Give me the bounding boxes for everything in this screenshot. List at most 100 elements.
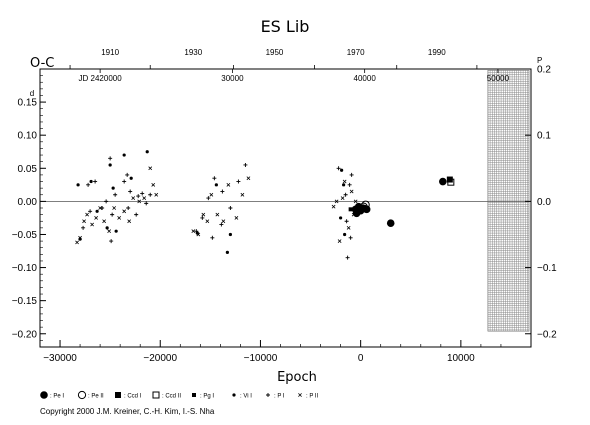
data-point (104, 199, 109, 204)
data-point (77, 390, 87, 400)
legend-label: : Pg I (200, 394, 214, 400)
data-point (214, 183, 218, 187)
data-point (81, 225, 86, 230)
data-point (439, 177, 447, 186)
year-label: 1930 (184, 48, 202, 57)
data-point (94, 216, 98, 220)
y-tick-label: −0.05 (12, 230, 38, 241)
data-point (107, 229, 112, 234)
y-tick-label: −0.15 (12, 296, 38, 307)
data-point (201, 212, 206, 217)
data-point (344, 219, 349, 224)
data-point (86, 182, 91, 187)
chart-title: ES Lib (261, 17, 310, 36)
data-point (212, 176, 217, 181)
data-point (215, 212, 220, 217)
legend-label: : Ccd II (162, 394, 181, 400)
y-tick-label: −0.10 (12, 263, 38, 274)
data-point (349, 172, 354, 177)
data-point (114, 229, 118, 233)
data-point (228, 206, 233, 210)
data-point (210, 235, 215, 240)
series-p-ii (75, 166, 358, 245)
legend-label: : Pe II (88, 394, 104, 400)
series-pe-i (351, 177, 447, 228)
copyright-text: Copyright 2000 J.M. Kreiner, C.-H. Kim, … (40, 407, 215, 416)
legend-item: : P I (266, 393, 285, 400)
data-point (232, 393, 236, 397)
data-point (243, 162, 248, 167)
data-point (89, 179, 93, 184)
data-point (75, 240, 79, 245)
data-point (145, 150, 149, 154)
legend-label: : Pe I (50, 394, 64, 400)
data-point (129, 176, 133, 180)
x-axis-label: Epoch (277, 370, 317, 385)
data-point (85, 212, 89, 217)
data-point (348, 207, 353, 212)
data-point (117, 216, 122, 220)
data-point (98, 206, 103, 210)
data-point (115, 392, 121, 398)
data-point (240, 192, 245, 197)
series-pg-i (348, 207, 353, 212)
data-point (128, 189, 133, 194)
data-point (82, 219, 86, 224)
data-point (195, 231, 199, 235)
data-point (148, 166, 153, 171)
data-point (76, 183, 80, 187)
data-point (122, 153, 126, 157)
legend-item: : Pe II (77, 390, 104, 400)
data-point (88, 209, 93, 214)
y-unit-mark: d (30, 89, 34, 98)
legend-item: : Vi I (232, 393, 252, 400)
data-point (131, 196, 136, 200)
data-point (90, 222, 94, 227)
data-point (342, 183, 346, 187)
x-tick-label: 10000 (447, 353, 475, 364)
data-point (154, 192, 159, 197)
hatched-region (487, 70, 530, 332)
data-point (225, 250, 229, 254)
data-point (93, 179, 98, 184)
y-right-tick-label: 0.1 (537, 131, 551, 142)
jd-label: 40000 (354, 74, 377, 83)
jd-label: 50000 (487, 74, 510, 83)
y-tick-label: 0.10 (18, 131, 38, 142)
data-point (126, 206, 131, 210)
hatched-region-frame (487, 70, 530, 332)
legend-item: : Ccd II (152, 391, 181, 400)
x-tick-label: −20000 (143, 353, 177, 364)
y-axis-label: O-C (30, 56, 54, 71)
year-label: 1950 (266, 48, 284, 57)
data-point (348, 235, 353, 240)
data-point (336, 166, 341, 171)
legend-label: : Ccd I (124, 394, 142, 400)
y-tick-label: 0.00 (18, 197, 38, 208)
series-p-i (81, 156, 354, 260)
data-point (246, 176, 251, 181)
data-point (234, 216, 239, 220)
data-point (346, 225, 351, 230)
data-point (340, 168, 344, 172)
data-point (209, 192, 214, 197)
data-point (40, 391, 48, 399)
year-label: 1990 (428, 48, 446, 57)
legend: : Pe I : Pe II : Ccd I : Ccd II : Pg I : Vi I… (40, 390, 319, 400)
y-right-tick-label: −0.1 (537, 263, 557, 274)
data-point (386, 219, 395, 228)
data-point (347, 182, 352, 187)
legend-item: : P II (298, 393, 319, 400)
data-point (95, 209, 99, 213)
data-point (236, 179, 241, 184)
legend-item: : Pg I (192, 393, 214, 400)
data-point (142, 196, 147, 200)
y-tick-label: −0.20 (12, 329, 38, 340)
x-tick-label: −10000 (244, 353, 278, 364)
data-point (206, 196, 211, 201)
data-point (331, 204, 336, 209)
legend-label: : Vi I (240, 394, 252, 400)
series-vi-i (76, 150, 347, 254)
data-point (125, 172, 130, 177)
data-point (192, 393, 196, 397)
